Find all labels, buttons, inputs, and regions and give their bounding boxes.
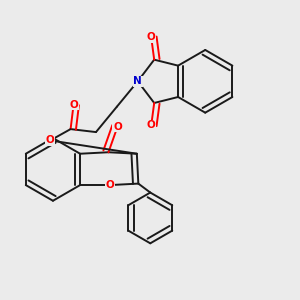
Text: O: O bbox=[106, 180, 114, 190]
Text: O: O bbox=[113, 122, 122, 132]
Text: O: O bbox=[147, 120, 156, 130]
Text: O: O bbox=[46, 135, 55, 146]
Text: N: N bbox=[134, 76, 142, 86]
Text: O: O bbox=[69, 100, 78, 110]
Text: O: O bbox=[147, 32, 156, 42]
